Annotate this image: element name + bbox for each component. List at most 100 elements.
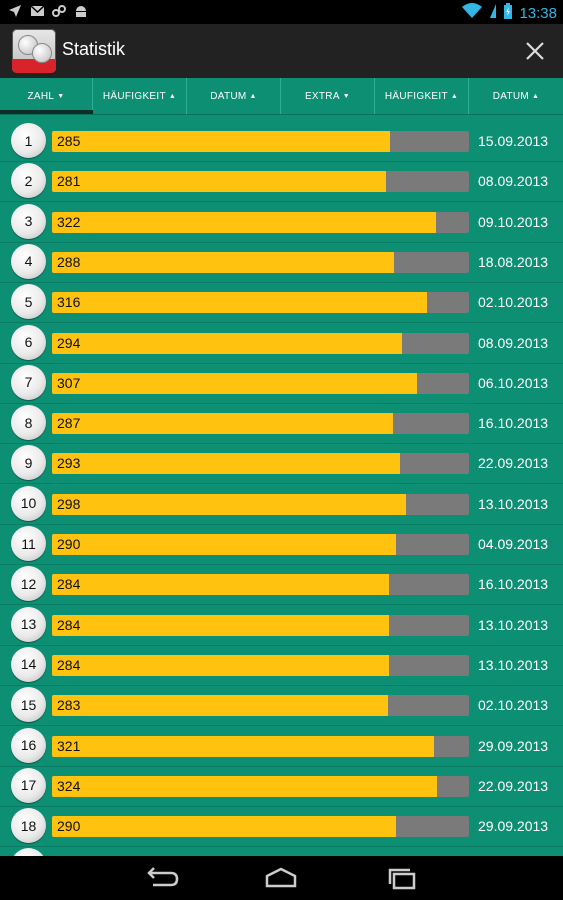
last-draw-date: 16.10.2013 [478,415,549,432]
list-item[interactable]: 16 321 29.09.2013 [0,726,563,767]
home-button[interactable] [261,864,301,892]
app-logo-icon[interactable] [12,29,56,73]
list-item[interactable]: 5 316 02.10.2013 [0,282,563,324]
frequency-bar-fill [52,534,396,555]
tab-datum[interactable]: DATUM ▲ [187,78,281,114]
frequency-bar-fill [52,171,386,193]
frequency-bar-fill [52,816,396,838]
number-ball: 8 [11,405,46,441]
frequency-value: 298 [57,495,81,512]
frequency-value: 287 [57,415,81,432]
last-draw-date: 09.10.2013 [478,213,549,230]
frequency-bar: 298 [52,493,469,515]
list-item[interactable]: 10 298 13.10.2013 [0,484,563,525]
last-draw-date: 13.10.2013 [478,616,549,633]
sort-arrow-icon: ▲ [249,92,257,100]
frequency-value: 290 [57,536,81,552]
sort-arrow-icon: ▼ [57,92,65,100]
frequency-value: 294 [57,334,81,351]
frequency-bar-fill [52,131,390,152]
navigation-bar [0,856,563,900]
frequency-bar-fill [52,332,402,354]
sync-icon [52,4,66,18]
frequency-value: 284 [57,616,81,633]
frequency-value: 316 [57,294,81,311]
last-draw-date: 06.10.2013 [478,374,549,391]
last-draw-date: 13.10.2013 [478,495,549,512]
statistics-list[interactable]: 1 2 8 5 15.09.2013 2 281 08.09.2013 3 322 09.10.20… [0,121,563,856]
frequency-value: 324 [57,777,81,794]
list-item[interactable]: 7 307 06.10.2013 [0,363,563,404]
frequency-bar-fill [52,775,437,797]
frequency-bar-fill [52,695,388,717]
list-item[interactable]: 2 281 08.09.2013 [0,161,563,203]
frequency-bar-fill [52,372,417,394]
last-draw-date: 16.10.2013 [478,576,549,593]
status-bar: 13:38 [0,0,563,24]
tab-extra-haeufigkeit[interactable]: HÄUFIGKEIT ▲ [375,78,469,114]
number-ball: 6 [11,324,46,360]
signal-icon [489,3,497,24]
list-item[interactable]: 4 288 18.08.2013 [0,242,563,283]
list-item[interactable]: 18 290 29.09.2013 [0,806,563,848]
number-ball: 12 [11,566,46,602]
list-item[interactable]: 3 322 09.10.2013 [0,202,563,243]
home-icon [265,867,297,888]
tab-extra-datum[interactable]: DATUM ▲ [492,90,540,102]
frequency-value: 284 [57,656,81,673]
list-item[interactable]: 1 285 15.09.2013 [0,121,563,162]
sort-arrow-icon: ▲ [532,92,540,100]
wifi-icon [461,3,483,24]
sort-arrow-icon: ▼ [342,92,351,100]
frequency-bar: 283 [52,695,469,717]
number-ball: 5 [11,284,46,320]
tab-haeufigkeit[interactable]: HÄUFIGKEIT ▲ [93,78,187,114]
back-button[interactable] [141,864,181,892]
frequency-value: 322 [57,213,81,230]
list-item[interactable]: 13 284 13.10.2013 [0,605,563,646]
list-item[interactable]: 6 294 08.09.2013 [0,323,563,364]
frequency-bar-fill [52,574,389,596]
frequency-bar-fill [52,735,434,757]
list-item[interactable]: 17 324 22.09.2013 [0,766,563,807]
last-draw-date: 29.09.2013 [478,737,549,754]
list-item[interactable]: 11 290 04.09.2013 [0,524,563,565]
frequency-bar: 321 [52,735,469,757]
frequency-bar: 322 [52,211,469,233]
tab-zahl[interactable]: ZAHL ▼ [0,78,93,114]
frequency-bar: 284 [52,614,469,636]
last-draw-date: 15.09.2013 [478,133,549,149]
navigation-icon [8,4,22,18]
number-ball: 3 [11,203,46,239]
list-item[interactable]: 8 287 16.10.2013 [0,403,563,445]
list-item[interactable]: 15 283 02.10.2013 [0,685,563,727]
number-ball: 16 [11,727,46,763]
number-ball: 4 [11,243,46,279]
last-draw-date: 18.08.2013 [478,253,549,270]
sort-arrow-icon: ▲ [168,92,177,100]
recent-apps-button[interactable] [382,864,422,892]
last-draw-date: 02.10.2013 [478,697,549,714]
frequency-bar-fill [52,251,394,273]
last-draw-date: 13.10.2013 [478,656,549,673]
status-time: 13:38 [519,4,557,22]
frequency-bar: 324 [52,775,469,797]
sort-tabs: ZAHL ▼ HÄUFIGKEIT ▲ DATUM ▲ EXTRA ▼ HÄUFIGKE… [0,78,563,115]
frequency-bar: 290 [52,816,469,838]
frequency-bar: 294 [52,332,469,354]
number-ball: 13 [11,606,46,642]
tab-extra[interactable]: EXTRA ▼ [281,78,375,114]
list-item[interactable]: 12 284 16.10.2013 [0,564,563,606]
frequency-bar: 290 [52,534,469,555]
active-tab-indicator [0,110,93,114]
close-button[interactable] [519,35,551,67]
last-draw-date: 22.09.2013 [478,455,549,472]
page-title: Statistik [62,39,126,59]
last-draw-date: 02.10.2013 [478,294,549,311]
last-draw-date: 08.09.2013 [478,334,549,351]
sort-arrow-icon: ▲ [450,92,459,100]
list-item[interactable]: 9 293 22.09.2013 [0,443,563,485]
number-ball: 2 [11,163,46,199]
list-item[interactable]: 14 284 13.10.2013 [0,645,563,686]
frequency-bar: 285 [52,131,469,152]
